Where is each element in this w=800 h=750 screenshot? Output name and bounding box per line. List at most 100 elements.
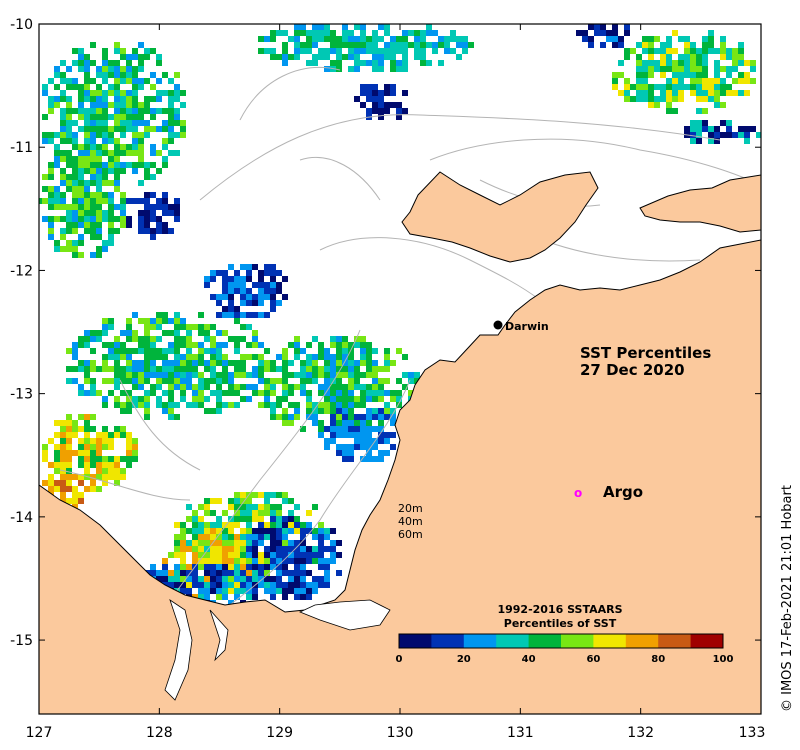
sst-pixel: [138, 150, 144, 156]
sst-pixel: [342, 420, 348, 426]
sst-pixel: [174, 330, 180, 336]
sst-pixel: [330, 42, 336, 48]
sst-pixel: [294, 414, 300, 420]
sst-pixel: [192, 576, 198, 582]
sst-pixel: [90, 108, 96, 114]
sst-pixel: [132, 72, 138, 78]
sst-pixel: [138, 396, 144, 402]
sst-pixel: [72, 354, 78, 360]
sst-pixel: [342, 342, 348, 348]
sst-pixel: [66, 378, 72, 384]
sst-pixel: [48, 78, 54, 84]
sst-pixel: [246, 354, 252, 360]
sst-pixel: [102, 198, 108, 204]
sst-pixel: [150, 72, 156, 78]
sst-pixel: [114, 336, 120, 342]
sst-pixel: [198, 558, 204, 564]
sst-pixel: [156, 576, 162, 582]
sst-pixel: [198, 384, 204, 390]
sst-pixel: [300, 372, 306, 378]
sst-pixel: [66, 156, 72, 162]
contour-60m: [319, 237, 541, 301]
sst-pixel: [270, 300, 276, 306]
sst-pixel: [210, 552, 216, 558]
sst-pixel: [162, 408, 168, 414]
sst-pixel: [72, 138, 78, 144]
sst-pixel: [144, 108, 150, 114]
sst-pixel: [216, 540, 222, 546]
sst-pixel: [108, 126, 114, 132]
sst-pixel: [180, 552, 186, 558]
sst-pixel: [348, 36, 354, 42]
sst-pixel: [240, 558, 246, 564]
sst-pixel: [600, 30, 606, 36]
sst-pixel: [114, 462, 120, 468]
sst-pixel: [240, 588, 246, 594]
sst-pixel: [60, 444, 66, 450]
sst-pixel: [720, 54, 726, 60]
sst-pixel: [270, 582, 276, 588]
sst-pixel: [270, 540, 276, 546]
sst-pixel: [318, 48, 324, 54]
sst-pixel: [252, 384, 258, 390]
sst-pixel: [126, 108, 132, 114]
sst-pixel: [624, 54, 630, 60]
sst-pixel: [78, 438, 84, 444]
sst-pixel: [120, 390, 126, 396]
sst-pixel: [78, 366, 84, 372]
sst-pixel: [96, 126, 102, 132]
sst-pixel: [252, 564, 258, 570]
sst-pixel: [138, 138, 144, 144]
sst-pixel: [60, 78, 66, 84]
sst-pixel: [672, 30, 678, 36]
sst-pixel: [144, 126, 150, 132]
sst-pixel: [282, 570, 288, 576]
sst-pixel: [246, 552, 252, 558]
sst-pixel: [39, 198, 42, 204]
sst-pixel: [180, 318, 186, 324]
sst-pixel: [270, 30, 276, 36]
sst-pixel: [246, 564, 252, 570]
sst-pixel: [330, 30, 336, 36]
sst-pixel: [180, 384, 186, 390]
sst-pixel: [102, 240, 108, 246]
sst-pixel: [144, 390, 150, 396]
sst-pixel: [228, 540, 234, 546]
sst-pixel: [78, 480, 84, 486]
darwin-dot: [493, 320, 503, 330]
sst-pixel: [60, 192, 66, 198]
sst-pixel: [348, 360, 354, 366]
sst-pixel: [642, 42, 648, 48]
sst-pixel: [126, 456, 132, 462]
sst-pixel: [666, 42, 672, 48]
sst-pixel: [240, 336, 246, 342]
sst-pixel: [126, 96, 132, 102]
sst-pixel: [90, 198, 96, 204]
sst-pixel: [60, 204, 66, 210]
sst-pixel: [306, 396, 312, 402]
sst-pixel: [90, 192, 96, 198]
sst-pixel: [174, 108, 180, 114]
sst-pixel: [354, 36, 360, 42]
sst-pixel: [108, 132, 114, 138]
sst-pixel: [642, 90, 648, 96]
sst-pixel: [198, 360, 204, 366]
sst-pixel: [168, 78, 174, 84]
sst-pixel: [216, 396, 222, 402]
sst-pixel: [162, 210, 168, 216]
sst-pixel: [156, 78, 162, 84]
sst-pixel: [372, 96, 378, 102]
sst-pixel: [696, 78, 702, 84]
sst-pixel: [198, 576, 204, 582]
sst-pixel: [276, 354, 282, 360]
sst-pixel: [174, 210, 180, 216]
depth-label-60m: 60m: [398, 528, 423, 541]
sst-pixel: [222, 594, 228, 600]
sst-pixel: [42, 114, 48, 120]
sst-pixel: [264, 288, 270, 294]
sst-pixel: [294, 588, 300, 594]
sst-pixel: [348, 456, 354, 462]
sst-pixel: [150, 228, 156, 234]
sst-pixel: [288, 522, 294, 528]
sst-pixel: [120, 108, 126, 114]
